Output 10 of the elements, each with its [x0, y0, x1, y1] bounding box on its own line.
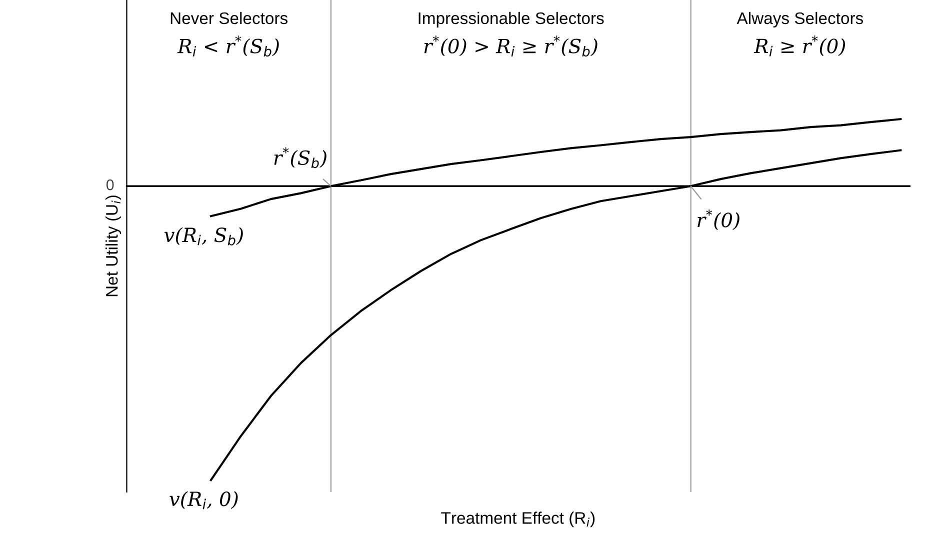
text: Always Selectors R$_{i}$ ≥ r$^{*}$(0) — [736, 12, 864, 56]
text: Never Selectors R$_{i}$ < r$^{*}$(S$_{b}$) — [170, 12, 288, 57]
series-label: v(R$_{i}$, S$_{b}$) — [164, 227, 243, 246]
y-axis-title: Net Utility (U$_{i}$) — [106, 196, 122, 296]
annotation: r$^{*}$(0) — [698, 210, 740, 230]
annotation: r$^{*}$(S$_{b}$) — [274, 147, 326, 168]
x-axis-title: Treatment Effect (R$_{i}$) — [441, 512, 595, 528]
text: 0 — [106, 179, 114, 190]
series-label: v(R$_{i}$, 0) — [170, 491, 238, 510]
text: Impressionable Selectors r$^{*}$(0) > R$_{i}$ ≥ r$^{*}$(S$_{b}$) — [418, 12, 604, 57]
